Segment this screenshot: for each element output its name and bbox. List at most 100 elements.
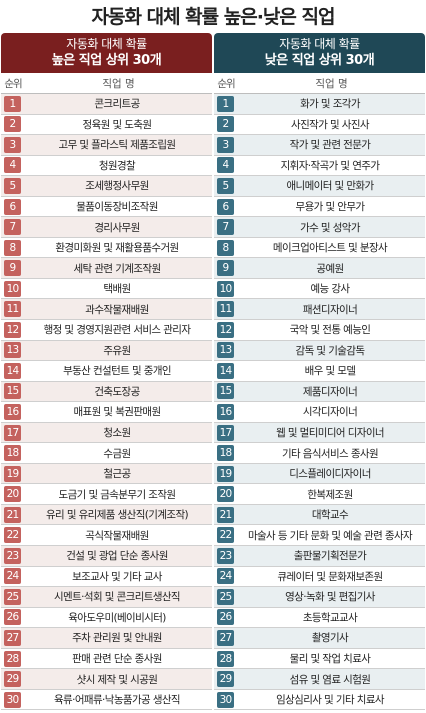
table-row: 2 사진작가 및 사진사: [214, 114, 425, 136]
low-risk-column-header: 순위 직업 명: [214, 73, 425, 94]
table-row: 8 메이크업아티스트 및 분장사: [214, 237, 425, 259]
rank-badge: 23: [4, 547, 21, 564]
rank-badge: 21: [4, 506, 21, 523]
rank-badge: 18: [217, 445, 234, 462]
rank-badge: 28: [217, 650, 234, 667]
job-name: 지휘자·작곡가 및 연주가: [280, 159, 380, 172]
job-name: 물리 및 작업 치료사: [289, 653, 371, 666]
rank-badge: 6: [217, 198, 234, 215]
rank-badge: 22: [4, 527, 21, 544]
table-row: 14 부동산 컨설턴트 및 중개인: [1, 361, 212, 382]
table-row: 23 건설 및 광업 단순 종사원: [1, 546, 212, 567]
table-row: 25 영상·녹화 및 편집기사: [214, 587, 425, 608]
job-name: 무용가 및 안무가: [295, 201, 366, 213]
low-risk-header-line2: 낮은 직업 상위 30개: [264, 53, 375, 68]
table-row: 23 출판물기획전문가: [214, 546, 425, 567]
job-name: 섬유 및 염료 시험원: [289, 673, 371, 686]
rank-badge: 10: [217, 280, 234, 297]
table-row: 17 청소원: [1, 422, 212, 444]
job-name: 판매 관련 단순 종사원: [72, 653, 162, 666]
table-row: 25 시멘트·석회 및 콘크리트생산직: [1, 587, 212, 608]
low-risk-header-line1: 자동화 대체 확률: [279, 37, 360, 51]
job-name: 환경미화원 및 재활용품수거원: [55, 242, 179, 255]
table-row: 29 샷시 제작 및 시공원: [1, 669, 212, 690]
rank-badge: 10: [4, 280, 21, 297]
rank-badge: 18: [4, 445, 21, 462]
table-row: 4 지휘자·작곡가 및 연주가: [214, 155, 425, 177]
table-row: 1 화가 및 조각가: [214, 94, 425, 115]
rank-badge: 29: [217, 671, 234, 688]
table-row: 7 경리사무원: [1, 217, 212, 238]
job-name: 철근공: [103, 468, 131, 481]
table-row: 27 촬영기사: [214, 628, 425, 649]
table-row: 30 임상심리사 및 기타 치료사: [214, 689, 425, 711]
rank-badge: 20: [217, 486, 234, 503]
job-name: 기타 음식서비스 종사원: [281, 447, 379, 460]
job-name: 제품디자이너: [302, 385, 358, 398]
table-row: 28 판매 관련 단순 종사원: [1, 648, 212, 670]
job-name: 사진작가 및 사진사: [291, 118, 370, 131]
job-name: 과수작물재배원: [85, 303, 149, 316]
job-name: 가수 및 성악가: [300, 221, 360, 234]
table-row: 14 배우 및 모델: [214, 361, 425, 382]
table-row: 21 유리 및 유리제품 생산직(기계조작): [1, 504, 212, 526]
job-name: 시멘트·석회 및 콘크리트생산직: [54, 591, 181, 604]
rank-badge: 25: [217, 588, 234, 605]
rank-badge: 21: [217, 506, 234, 523]
job-name: 주유원: [103, 344, 131, 357]
table-row: 20 도금기 및 금속분무기 조작원: [1, 484, 212, 505]
rank-badge: 1: [217, 95, 234, 112]
job-name: 조세행정사무원: [85, 180, 149, 193]
rank-badge: 15: [217, 383, 234, 400]
rank-badge: 26: [217, 609, 234, 626]
job-name: 큐레이터 및 문화재보존원: [277, 570, 383, 583]
job-name: 웹 및 멀티미디어 디자이너: [276, 427, 384, 440]
table-row: 24 큐레이터 및 문화재보존원: [214, 566, 425, 588]
rank-badge: 4: [217, 157, 234, 174]
table-row: 5 조세행정사무원: [1, 176, 212, 197]
job-name: 육아도우미(베이비시터): [68, 611, 166, 624]
table-row: 26 초등학교교사: [214, 607, 425, 629]
job-name: 한복제조원: [307, 488, 353, 501]
rank-badge: 16: [4, 403, 21, 420]
rank-badge: 13: [217, 342, 234, 359]
rank-badge: 7: [4, 219, 21, 236]
table-row: 13 감독 및 기술감독: [214, 340, 425, 362]
rank-badge: 30: [217, 691, 234, 708]
table-row: 24 보조교사 및 기타 교사: [1, 566, 212, 588]
rank-badge: 19: [217, 465, 234, 482]
table-row: 10 예능 강사: [214, 278, 425, 300]
rank-badge: 5: [217, 177, 234, 194]
job-name: 청원경찰: [98, 159, 136, 172]
table-row: 8 환경미화원 및 재활용품수거원: [1, 237, 212, 259]
table-row: 12 국악 및 전통 예능인: [214, 320, 425, 341]
job-name: 건축도장공: [94, 385, 140, 398]
table-row: 11 패션디자이너: [214, 299, 425, 321]
low-risk-panel: 자동화 대체 확률 낮은 직업 상위 30개 순위 직업 명 1 화가 및 조각가…: [214, 33, 425, 711]
rank-column-label: 순위: [217, 77, 235, 90]
rank-badge: 29: [4, 671, 21, 688]
job-name: 수금원: [103, 447, 131, 460]
rank-badge: 19: [4, 465, 21, 482]
table-row: 5 애니메이터 및 만화가: [214, 176, 425, 197]
table-row: 12 행정 및 경영지원관련 서비스 관리자: [1, 320, 212, 341]
rank-badge: 26: [4, 609, 21, 626]
job-name: 유리 및 유리제품 생산직(기계조작): [45, 509, 189, 522]
high-risk-header-line1: 자동화 대체 확률: [66, 37, 147, 51]
job-name: 보조교사 및 기타 교사: [72, 570, 162, 583]
rank-badge: 3: [217, 136, 234, 153]
rank-badge: 15: [4, 383, 21, 400]
job-name: 대학교수: [311, 509, 349, 522]
rank-badge: 8: [217, 239, 234, 256]
rank-badge: 27: [4, 629, 21, 646]
table-row: 16 시각디자이너: [214, 402, 425, 423]
table-row: 30 육류·어패류·낙농품가공 생산직: [1, 689, 212, 711]
rank-badge: 28: [4, 650, 21, 667]
job-name: 물품이동장비조작원: [76, 201, 158, 213]
rank-badge: 14: [4, 362, 21, 379]
rank-badge: 12: [4, 321, 21, 338]
table-row: 18 기타 음식서비스 종사원: [214, 443, 425, 464]
table-row: 17 웹 및 멀티미디어 디자이너: [214, 422, 425, 444]
job-name: 정육원 및 도축원: [82, 118, 153, 131]
table-row: 22 마술사 등 기타 문화 및 예술 관련 종사자: [214, 525, 425, 547]
